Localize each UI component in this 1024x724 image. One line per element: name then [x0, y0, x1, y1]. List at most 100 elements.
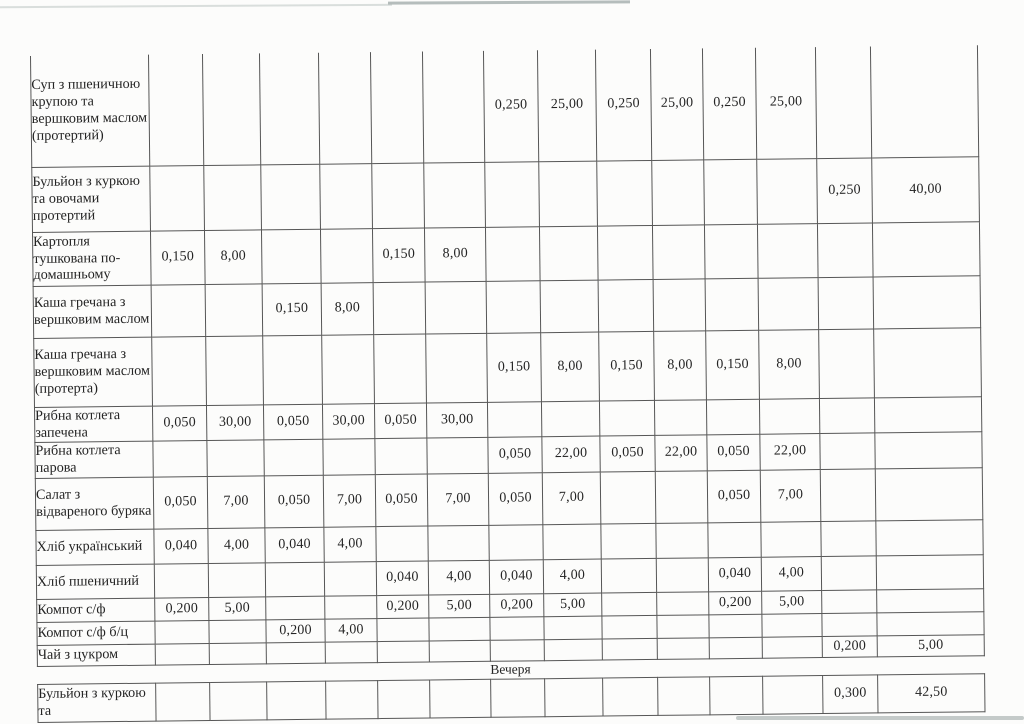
- value-cell: [652, 224, 706, 279]
- value-cell: [370, 51, 424, 164]
- diet-menu-table-main: Суп з пшеничною крупою та вершковим масл…: [30, 45, 985, 666]
- value-cell: [425, 280, 487, 334]
- value-cell: [202, 53, 261, 166]
- value-cell: 42,50: [877, 673, 985, 713]
- value-cell: 0,050: [599, 434, 656, 472]
- value-cell: [601, 614, 658, 639]
- table-row: Каша гречана з вершковим маслом (протерт…: [33, 327, 982, 407]
- value-cell: [485, 226, 541, 281]
- value-cell: [325, 680, 379, 719]
- value-cell: [703, 158, 758, 225]
- value-cell: [155, 643, 210, 665]
- value-cell: [324, 561, 377, 596]
- value-cell: 0,250: [595, 48, 652, 161]
- value-cell: 0,040: [708, 556, 762, 592]
- value-cell: [429, 678, 492, 718]
- value-cell: 5,00: [428, 593, 490, 618]
- value-cell: 8,00: [653, 330, 707, 400]
- value-cell: 0,250: [483, 50, 539, 162]
- value-cell: [598, 278, 654, 332]
- value-cell: 0,150: [486, 332, 542, 402]
- value-cell: [320, 228, 374, 283]
- value-cell: [873, 327, 982, 398]
- value-cell: [489, 616, 545, 640]
- value-cell: [818, 328, 875, 399]
- value-cell: [263, 438, 324, 476]
- value-cell: [656, 591, 709, 615]
- value-cell: [709, 636, 763, 659]
- value-cell: [819, 397, 875, 434]
- value-cell: 0,200: [822, 635, 878, 658]
- value-cell: [318, 52, 372, 164]
- value-cell: [322, 438, 376, 475]
- value-cell: [600, 522, 657, 559]
- value-cell: 0,050: [375, 473, 428, 527]
- value-cell: [761, 613, 823, 637]
- value-cell: [151, 284, 206, 337]
- value-cell: 0,150: [598, 330, 655, 401]
- value-cell: [760, 521, 822, 557]
- value-cell: [707, 521, 762, 558]
- value-cell: [655, 522, 709, 558]
- value-cell: [705, 277, 759, 331]
- value-cell: [265, 561, 325, 597]
- dish-name-cell: Компот с/ф б/ц: [36, 620, 156, 645]
- value-cell: [208, 619, 267, 644]
- value-cell: [148, 54, 204, 166]
- value-cell: [762, 636, 823, 658]
- value-cell: 4,00: [761, 556, 822, 591]
- value-cell: 30,00: [322, 403, 375, 439]
- value-cell: [756, 158, 818, 224]
- scan-edge-line-light: [0, 3, 393, 9]
- value-cell: 0,040: [264, 526, 325, 563]
- value-cell: 0,050: [263, 403, 323, 440]
- value-cell: [819, 432, 876, 470]
- value-cell: [324, 595, 377, 619]
- value-cell: [601, 591, 657, 616]
- value-cell: [209, 681, 268, 721]
- value-cell: [599, 399, 655, 436]
- dish-name-cell: Компот с/ф: [36, 597, 155, 622]
- value-cell: [377, 679, 431, 719]
- value-cell: 0,200: [708, 590, 762, 615]
- value-cell: [490, 639, 545, 661]
- value-cell: [706, 398, 760, 435]
- value-cell: [155, 682, 211, 721]
- value-cell: 8,00: [321, 282, 374, 335]
- value-cell: [373, 281, 426, 335]
- value-cell: 8,00: [540, 331, 600, 402]
- value-cell: 8,00: [758, 329, 820, 399]
- dish-name-cell: Бульйон з куркою та овочами протертий: [31, 165, 151, 232]
- value-cell: [375, 525, 429, 562]
- scan-shadow-line: [736, 716, 1024, 720]
- value-cell: [708, 613, 763, 638]
- value-cell: [484, 161, 540, 227]
- value-cell: 0,050: [487, 436, 543, 473]
- value-cell: 0,040: [489, 559, 544, 594]
- value-cell: [260, 163, 321, 230]
- value-cell: 4,00: [543, 558, 602, 594]
- value-cell: 0,150: [150, 230, 206, 285]
- value-cell: [429, 639, 491, 662]
- value-cell: [209, 642, 267, 665]
- value-cell: [821, 555, 877, 591]
- value-cell: 22,00: [759, 433, 821, 470]
- value-cell: 22,00: [541, 435, 601, 473]
- value-cell: [151, 336, 207, 406]
- value-cell: [876, 611, 985, 636]
- value-cell: [205, 335, 264, 406]
- value-cell: [425, 332, 488, 403]
- dish-name-cell: Рибна котлета парова: [34, 440, 154, 478]
- value-cell: [541, 400, 600, 437]
- value-cell: [542, 523, 602, 560]
- table-row: Бульйон з куркою та овочами протертий 0,2…: [31, 156, 980, 232]
- value-cell: [152, 440, 208, 477]
- value-cell: [321, 334, 375, 404]
- value-cell: [428, 616, 491, 641]
- value-cell: [487, 401, 542, 437]
- value-cell: 0,050: [264, 474, 324, 528]
- value-cell: 5,00: [543, 592, 602, 617]
- value-cell: 0,050: [706, 433, 761, 471]
- value-cell: [154, 620, 210, 644]
- value-cell: [538, 160, 598, 227]
